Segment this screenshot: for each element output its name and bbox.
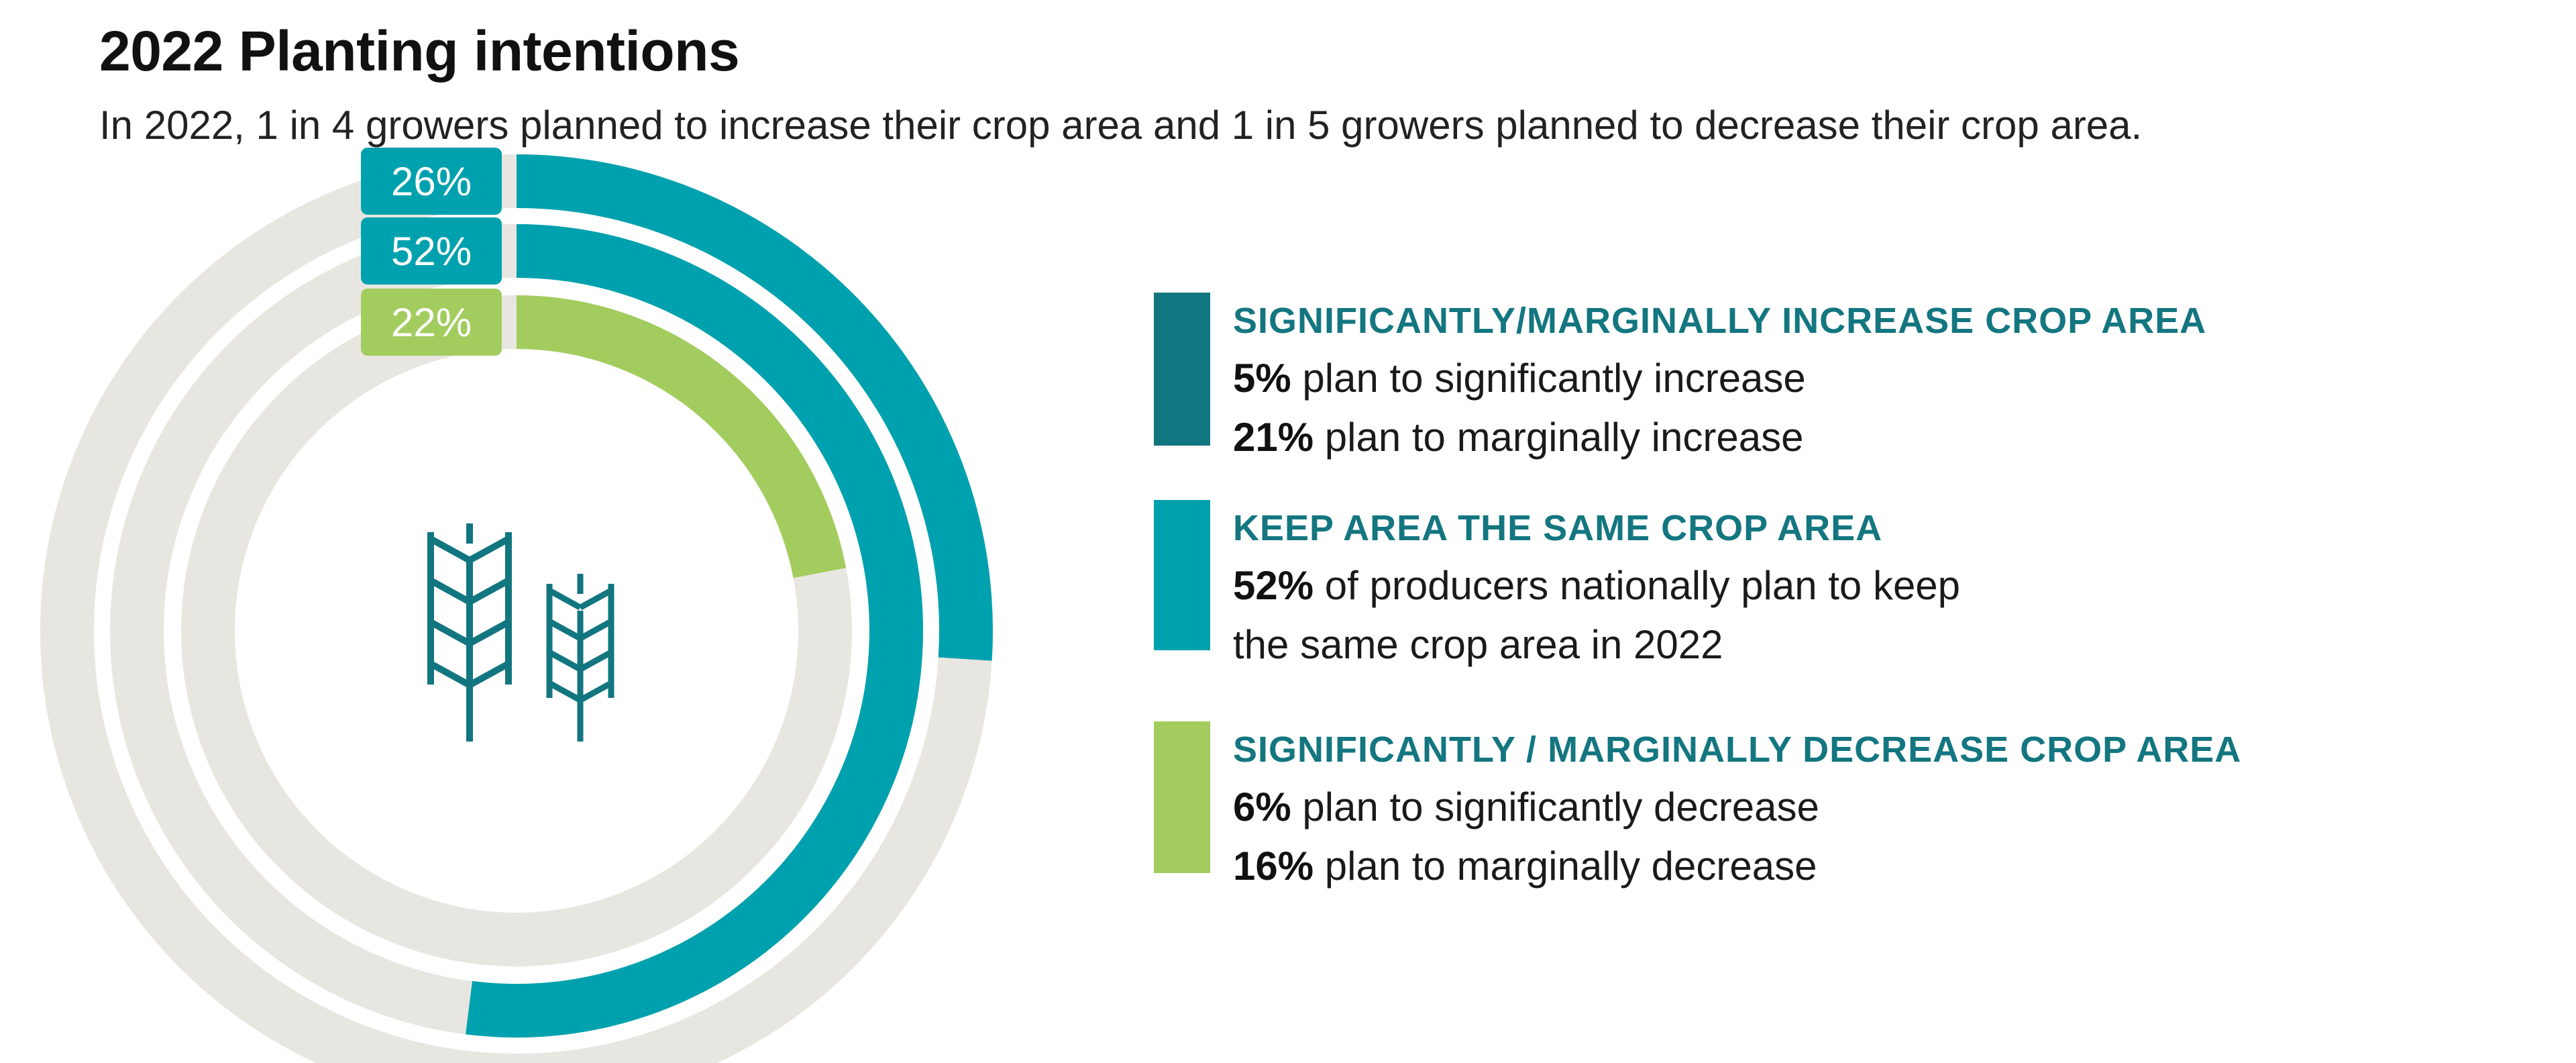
legend-swatch-increase [1154, 293, 1210, 446]
legend-heading-increase: SIGNIFICANTLY/MARGINALLY INCREASE CROP A… [1233, 301, 2207, 341]
ring-bar [516, 295, 847, 578]
wheat-icon [427, 523, 614, 742]
legend-line-text: plan to significantly increase [1291, 356, 1806, 401]
wheat-icon-stroke [429, 577, 472, 605]
value-label-box [361, 148, 502, 215]
value-label: 22% [391, 300, 472, 345]
legend-line: 16% plan to marginally decrease [1233, 837, 2241, 896]
ring-bar [466, 224, 923, 1037]
legend-line: 5% plan to significantly increase [1233, 349, 2206, 408]
legend-line-text: plan to significantly decrease [1291, 784, 1819, 829]
ring-bar [516, 154, 993, 661]
value-label-box [361, 217, 502, 285]
legend-value: 6% [1233, 784, 1291, 829]
legend-swatch-same [1154, 500, 1210, 650]
legend-line-text: plan to marginally decrease [1313, 844, 1817, 889]
wheat-icon-stroke [468, 619, 511, 647]
wheat-icon-stroke [547, 588, 582, 611]
legend-value: 16% [1233, 844, 1314, 889]
wheat-icon-stroke [578, 588, 613, 611]
wheat-icon-stroke [578, 619, 613, 642]
wheat-icon-stroke [429, 619, 472, 647]
legend-value: 5% [1233, 356, 1291, 401]
wheat-icon-stroke [578, 680, 613, 703]
legend-line: 6% plan to significantly decrease [1233, 778, 2241, 837]
value-label: 26% [391, 159, 472, 204]
wheat-icon-stroke [578, 650, 613, 672]
wheat-icon-stroke [547, 680, 582, 703]
wheat-icon-stroke [429, 536, 472, 564]
legend-heading-decrease: SIGNIFICANTLY / MARGINALLY DECREASE CROP… [1233, 729, 2242, 770]
legend-line: 52% of producers nationally plan to keep [1233, 556, 1960, 615]
page-subtitle: In 2022, 1 in 4 growers planned to incre… [99, 103, 2143, 148]
value-label-box [361, 289, 502, 356]
value-label: 52% [391, 229, 472, 274]
wheat-icon-stroke [468, 660, 511, 689]
wheat-icon-stroke [468, 577, 511, 605]
legend-line-text: the same crop area in 2022 [1233, 622, 1723, 667]
wheat-icon-stroke [547, 619, 582, 642]
wheat-icon-stroke [429, 660, 472, 689]
legend-line: 21% plan to marginally increase [1233, 408, 2206, 467]
radial-bar-chart: 26% 52% 22% [40, 148, 993, 1063]
legend-line-text: plan to marginally increase [1313, 415, 1804, 460]
legend-value: 21% [1233, 415, 1314, 460]
legend-line-text: of producers nationally plan to keep [1313, 563, 1961, 608]
legend-heading-same: KEEP AREA THE SAME CROP AREA [1233, 508, 1883, 548]
legend-value: 52% [1233, 563, 1314, 608]
wheat-icon-stroke [468, 536, 511, 564]
legend-swatch-decrease [1154, 721, 1210, 873]
wheat-icon-stroke [547, 650, 582, 672]
page-title: 2022 Planting intentions [99, 19, 740, 83]
legend-line: the same crop area in 2022 [1233, 615, 1960, 674]
